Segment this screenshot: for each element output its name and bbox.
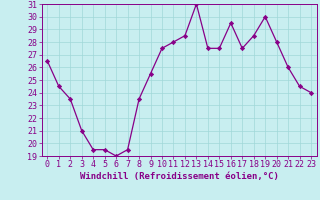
X-axis label: Windchill (Refroidissement éolien,°C): Windchill (Refroidissement éolien,°C)	[80, 172, 279, 181]
